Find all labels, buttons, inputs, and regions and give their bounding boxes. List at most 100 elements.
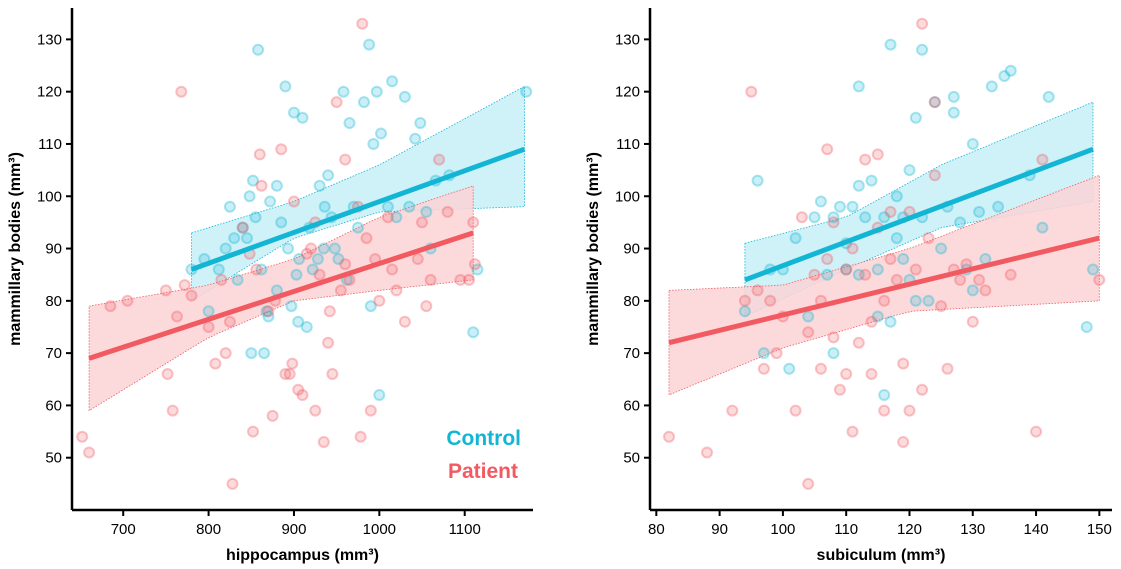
control-data-point [363, 38, 376, 51]
y-tick-label: 110 [616, 136, 640, 153]
control-data-point [890, 190, 903, 203]
patient-data-point [795, 211, 808, 224]
patient-data-point [286, 357, 299, 370]
patient-data-point [262, 305, 275, 318]
patient-data-point [1030, 425, 1043, 438]
patient-data-point [928, 169, 941, 182]
control-data-point [296, 111, 309, 124]
patient-data-point [424, 273, 437, 286]
x-tick-label: 1000 [363, 521, 396, 538]
patient-data-point [897, 436, 910, 448]
control-data-point [871, 263, 884, 276]
patient-data-point [1093, 273, 1106, 286]
control-data-point [285, 300, 298, 313]
patient-data-point [859, 153, 872, 166]
control-data-point [398, 90, 411, 103]
patient-data-point [441, 205, 454, 218]
control-data-point [306, 263, 319, 276]
patient-data-point [175, 85, 188, 98]
patient-data-point [865, 368, 878, 380]
patient-data-point [935, 300, 948, 313]
patient-data-point [381, 211, 394, 224]
patient-data-point [827, 216, 840, 229]
y-tick-label: 130 [37, 31, 62, 48]
patient-data-point [808, 268, 821, 281]
patient-data-point [916, 17, 929, 30]
patient-data-point [339, 258, 352, 271]
y-tick-label: 120 [37, 84, 62, 101]
control-data-point [1042, 90, 1055, 103]
control-data-point [884, 315, 897, 328]
x-tick-label: 110 [834, 521, 858, 538]
patient-data-point [255, 179, 268, 192]
patient-data-point [745, 85, 758, 98]
control-data-point [909, 111, 922, 124]
left-panel: 700 800 900 1000 1100 50 60 70 80 90 100 110 120 130 h… [7, 8, 533, 564]
control-data-point [751, 174, 764, 187]
patient-data-point [390, 284, 403, 297]
control-data-point [922, 294, 935, 307]
patient-data-point [463, 273, 475, 286]
patient-data-point [1036, 153, 1049, 166]
patient-data-point [871, 148, 884, 161]
patient-fit-line [668, 235, 1100, 346]
patient-data-point [223, 315, 236, 328]
patient-data-point [884, 205, 897, 218]
control-data-point [293, 253, 306, 265]
patient-data-point [209, 357, 222, 370]
patient-fit-line [88, 230, 475, 361]
patient-data-point [313, 268, 326, 281]
control-data-point [954, 216, 967, 229]
control-data-point [467, 326, 480, 339]
legend-control: Control [446, 427, 521, 450]
control-data-point [947, 90, 960, 103]
control-data-point [789, 232, 802, 245]
patient-data-point [827, 331, 840, 344]
control-data-point [370, 85, 383, 98]
x-tick-label: 150 [1087, 521, 1112, 538]
patient-data-point [865, 315, 878, 328]
control-data-point [973, 205, 986, 218]
control-data-point [808, 211, 821, 224]
patient-data-point [121, 294, 134, 307]
y-tick-label: 80 [623, 293, 640, 310]
patient-data-point [890, 273, 903, 286]
x-tick-label: 90 [711, 521, 728, 538]
y-tick-label: 100 [37, 188, 62, 205]
patient-data-point [757, 362, 770, 375]
patient-data-point [185, 289, 198, 302]
y-axis-label: mammillary bodies (mm³) [7, 152, 24, 346]
patient-data-point [83, 446, 96, 459]
control-data-point [947, 106, 960, 119]
patient-data-point [202, 321, 215, 333]
control-data-point [390, 211, 403, 224]
control-data-point [332, 253, 345, 265]
patient-data-point [909, 263, 922, 276]
patient-data-point [878, 294, 891, 307]
x-tick-label: 800 [196, 521, 221, 538]
control-data-point [236, 221, 249, 234]
control-data-point [318, 200, 331, 213]
patient-data-point [354, 430, 367, 443]
control-data-point [219, 242, 232, 255]
control-data-point [884, 38, 897, 51]
control-data-point [358, 96, 370, 109]
patient-data-point [317, 436, 330, 448]
control-data-point [966, 284, 979, 297]
y-tick-label: 130 [615, 31, 640, 48]
x-tick-label: 80 [648, 521, 665, 538]
control-data-point [903, 164, 916, 177]
patient-data-point [701, 446, 713, 459]
control-data-point [840, 263, 853, 276]
patient-data-point [922, 232, 935, 245]
control-data-point [802, 310, 815, 323]
patient-confidence-band [668, 174, 1100, 396]
control-data-point [311, 253, 324, 265]
x-axis-label: hippocampus (mm³) [226, 547, 379, 564]
x-tick-label: 130 [960, 521, 985, 538]
y-tick-label: 60 [45, 397, 62, 414]
control-data-point [992, 200, 1005, 213]
control-data-point [202, 305, 215, 318]
patient-data-point [279, 368, 292, 380]
x-tick-label: 140 [1024, 521, 1049, 538]
